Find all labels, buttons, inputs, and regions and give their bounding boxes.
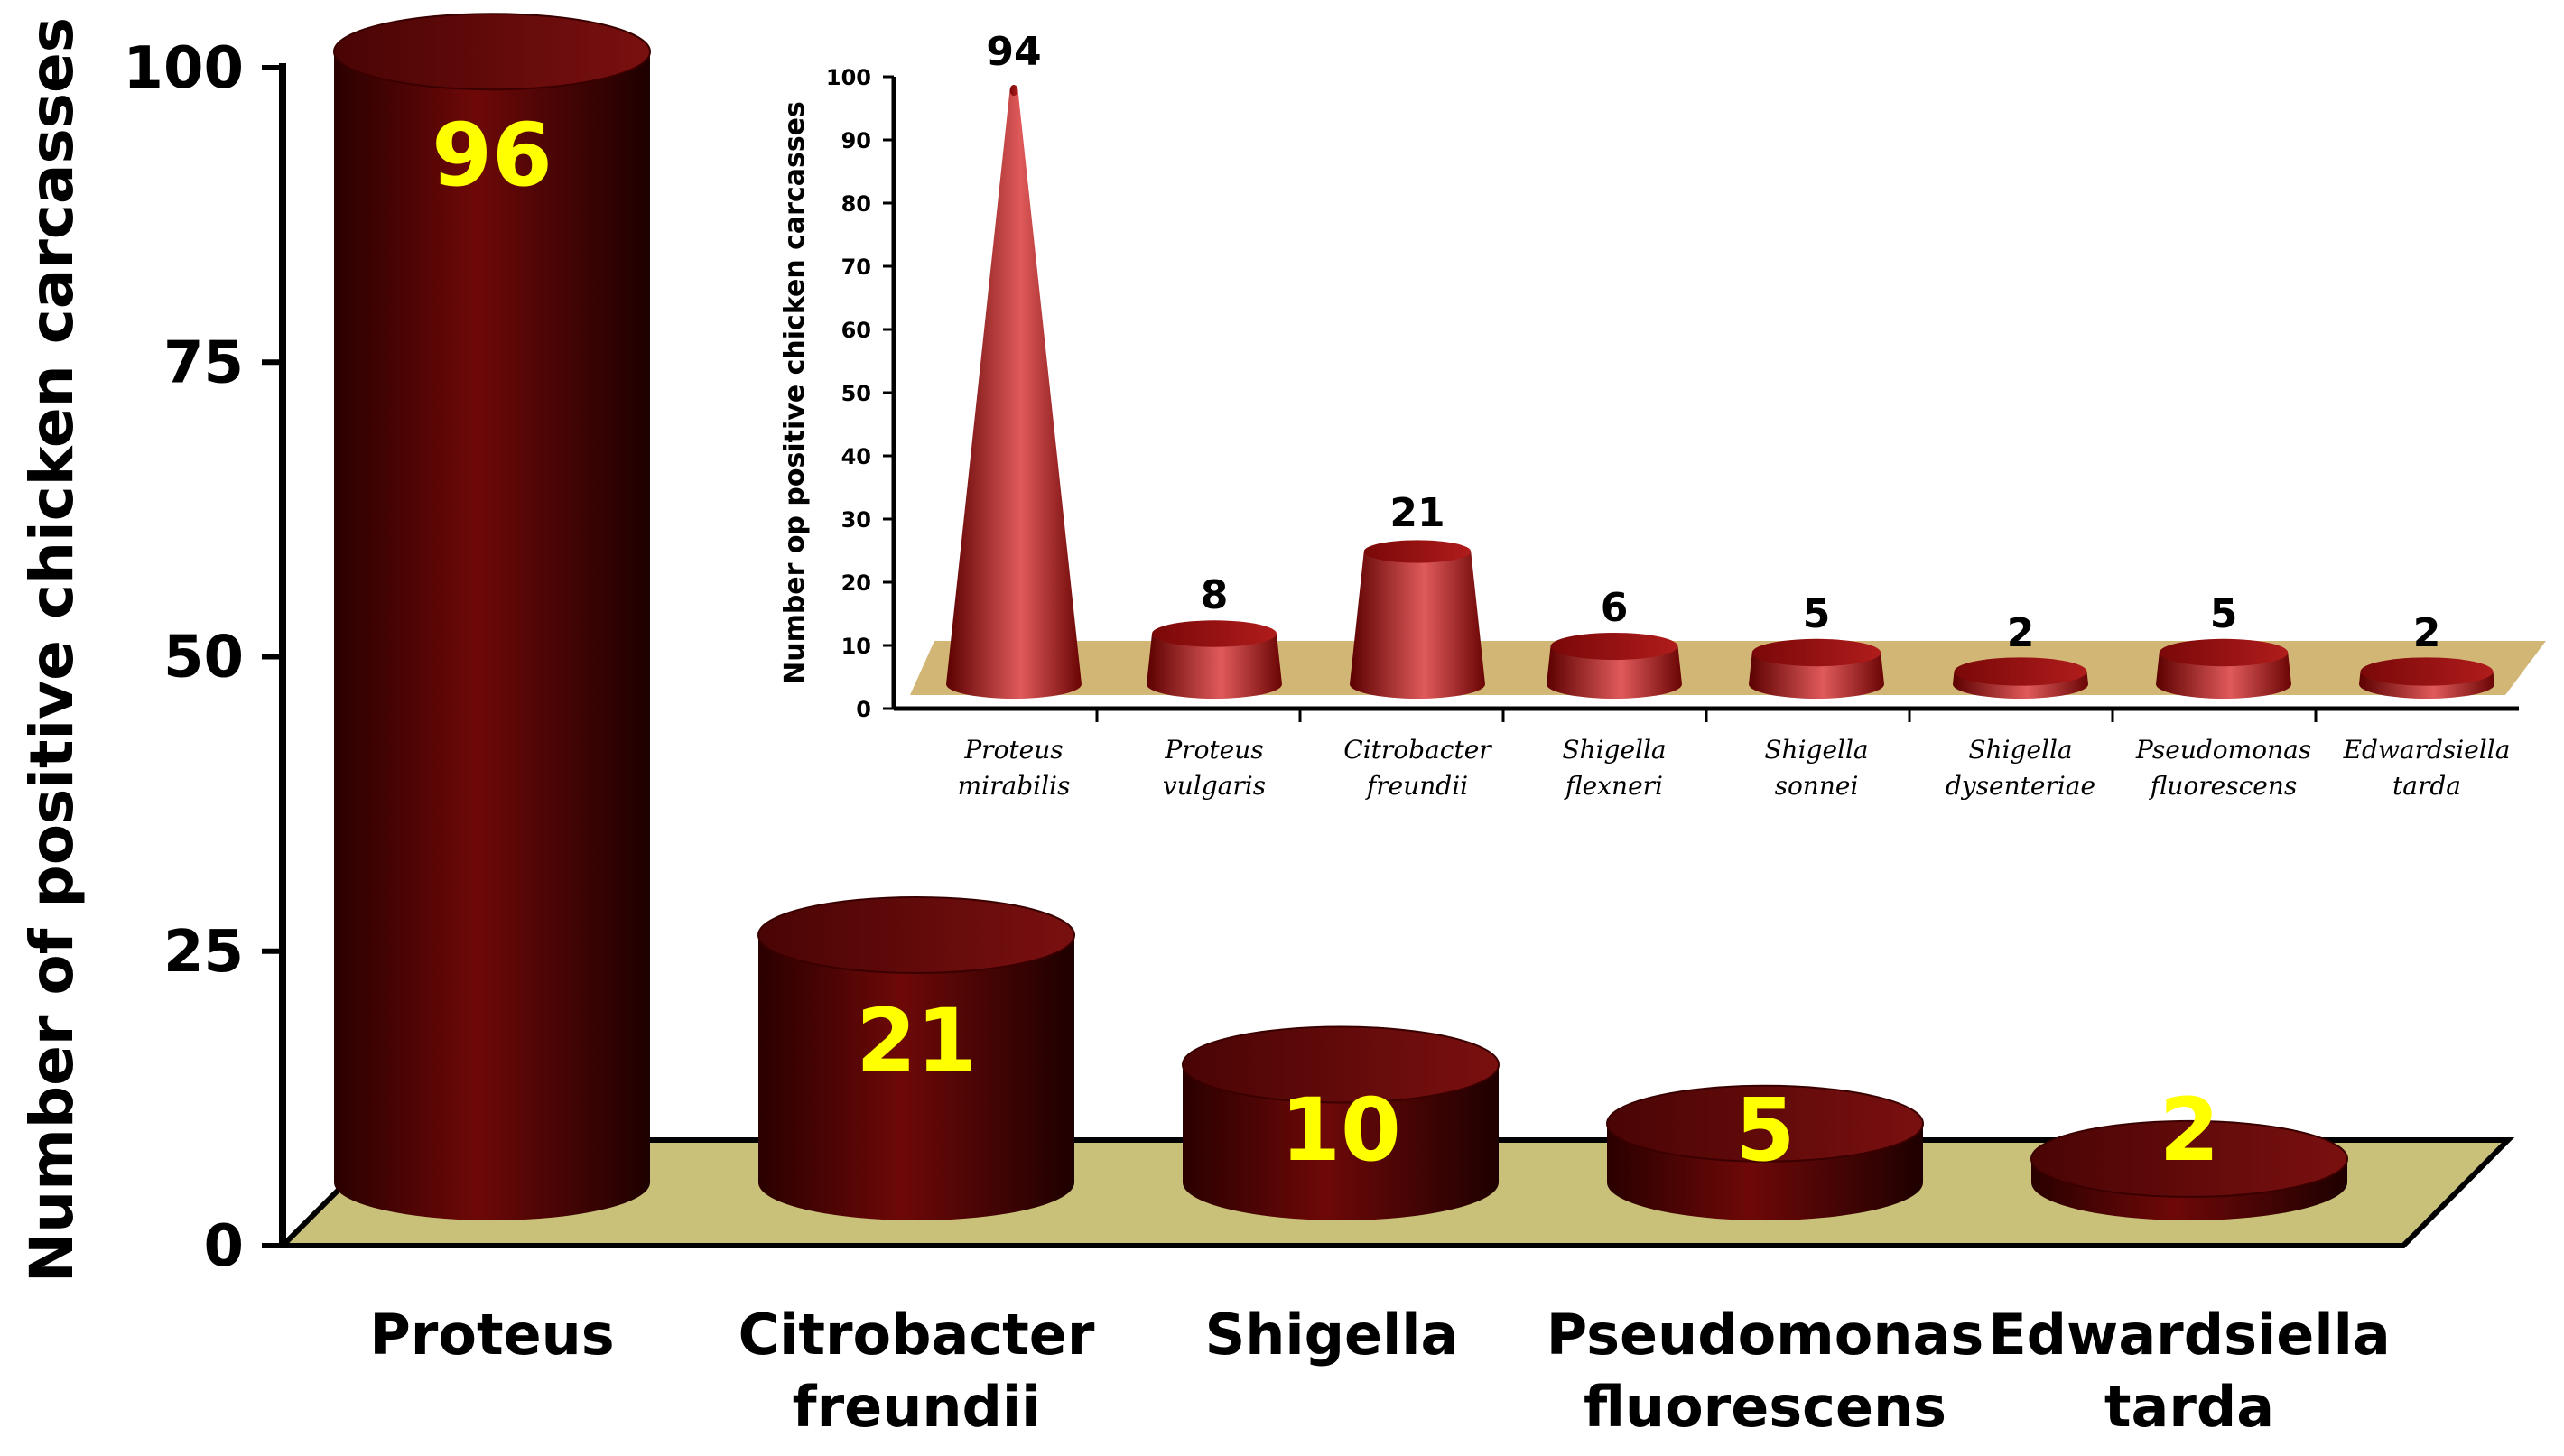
main-bar-value-label: 2 — [2160, 1080, 2220, 1181]
inset-y-tick-label: 90 — [841, 128, 871, 153]
main-y-tick-label: 50 — [163, 625, 244, 691]
inset-category-label: Pseudomonas — [2135, 735, 2311, 765]
inset-category-label: dysenteriae — [1946, 771, 2095, 801]
main-y-tick-label: 0 — [203, 1213, 244, 1280]
main-y-axis-label: Number of positive chicken carcasses — [17, 17, 87, 1283]
inset-bar — [1749, 638, 1884, 699]
main-bar — [2030, 1119, 2348, 1220]
inset-bar-top — [1363, 540, 1472, 563]
main-bar-top — [1606, 1084, 1924, 1163]
inset-category-label: flexneri — [1564, 771, 1663, 801]
inset-category-label: Citrobacter — [1343, 735, 1492, 765]
main-category-label: freundii — [793, 1374, 1041, 1440]
inset-category-label: sonnei — [1775, 771, 1859, 801]
inset-y-tick-label: 80 — [841, 191, 871, 217]
main-y-tick-label: 75 — [163, 329, 244, 396]
inset-category-label: tarda — [2392, 771, 2461, 801]
inset-bar-top — [1954, 657, 2087, 686]
inset-bar-value-label: 2 — [2413, 610, 2441, 656]
inset-bar-value-label: 2 — [2007, 610, 2035, 656]
inset-bar-value-label: 6 — [1601, 585, 1629, 631]
inset-floor-plane — [910, 641, 2546, 695]
main-bar-value-label: 96 — [432, 105, 553, 206]
inset-y-axis-label: Number op positive chicken carcasses — [779, 101, 811, 684]
inset-y-tick-label: 30 — [841, 507, 871, 533]
inset-bars: 94 8 21 6 5 2 5 2 — [946, 29, 2494, 699]
main-bar-value-label: 5 — [1735, 1080, 1796, 1181]
main-bar — [333, 13, 651, 1220]
inset-y-ticks: 0 10 20 30 40 50 60 70 80 90 100 — [826, 65, 2318, 722]
inset-category-label: Proteus — [1164, 735, 1263, 765]
inset-bar-value-label: 94 — [986, 29, 1041, 75]
inset-y-tick-label: 20 — [841, 570, 871, 596]
main-category-label: tarda — [2104, 1374, 2274, 1440]
inset-bar-top — [1152, 620, 1277, 647]
inset-bar-value-label: 5 — [1803, 591, 1831, 637]
inset-y-tick-label: 50 — [841, 381, 871, 406]
inset-category-label: freundii — [1365, 771, 1468, 801]
main-y-ticks: 0 25 50 75 100 — [123, 35, 283, 1280]
inset-category-label: fluorescens — [2149, 771, 2298, 801]
inset-y-tick-label: 60 — [841, 318, 871, 343]
inset-y-tick-label: 0 — [856, 697, 871, 722]
main-bars: 96 21 10 5 2 — [333, 13, 2348, 1220]
main-category-label: Edwardsiella — [1988, 1302, 2390, 1368]
inset-bar — [1547, 632, 1682, 699]
inset-bar-top — [2159, 638, 2289, 667]
inset-category-label: Edwardsiella — [2343, 735, 2511, 765]
inset-category-label: mirabilis — [958, 771, 1071, 801]
inset-bar-top — [1751, 638, 1881, 667]
inset-category-label: Proteus — [963, 735, 1063, 765]
main-bar-top — [1182, 1025, 1500, 1104]
main-category-label: Pseudomonas — [1547, 1302, 1984, 1368]
main-category-label: Proteus — [369, 1302, 614, 1368]
main-bar-value-label: 21 — [856, 990, 977, 1091]
inset-bar-value-label: 21 — [1389, 490, 1445, 536]
inset-y-tick-label: 100 — [826, 65, 871, 90]
inset-y-tick-label: 10 — [841, 634, 871, 659]
inset-bar — [946, 85, 1082, 699]
inset-bar — [2359, 657, 2494, 699]
inset-bar — [1147, 620, 1282, 699]
inset-bar-top — [1009, 85, 1018, 96]
inset-bar — [1953, 657, 2088, 699]
main-y-tick-label: 25 — [163, 919, 244, 986]
inset-y-tick-label: 40 — [841, 444, 871, 469]
main-bar-value-label: 10 — [1280, 1080, 1401, 1181]
main-category-label: Shigella — [1205, 1302, 1459, 1368]
inset-category-label: Shigella — [1968, 735, 2072, 765]
main-category-label: Citrobacter — [739, 1302, 1095, 1368]
main-y-tick-label: 100 — [123, 35, 244, 102]
main-category-label: fluorescens — [1584, 1374, 1946, 1440]
inset-category-label: vulgaris — [1163, 771, 1266, 801]
inset-category-label: Shigella — [1562, 735, 1666, 765]
inset-bar-top — [2360, 657, 2494, 686]
inset-bar-value-label: 8 — [1201, 572, 1229, 618]
main-bar — [1182, 1025, 1500, 1220]
main-bar-top — [333, 13, 651, 91]
inset-bar — [2156, 638, 2291, 699]
inset-category-label: Shigella — [1764, 735, 1868, 765]
inset-y-tick-label: 70 — [841, 255, 871, 280]
inset-category-labels: Proteus mirabilis Proteus vulgaris Citrobact… — [958, 735, 2511, 801]
inset-bar — [1350, 540, 1485, 699]
main-bar — [1606, 1084, 1924, 1220]
inset-bar-top — [1550, 632, 1678, 661]
main-bar-top — [2030, 1119, 2348, 1198]
main-bar — [757, 895, 1075, 1220]
inset-bar-value-label: 5 — [2210, 591, 2238, 637]
main-bar-top — [757, 895, 1075, 974]
